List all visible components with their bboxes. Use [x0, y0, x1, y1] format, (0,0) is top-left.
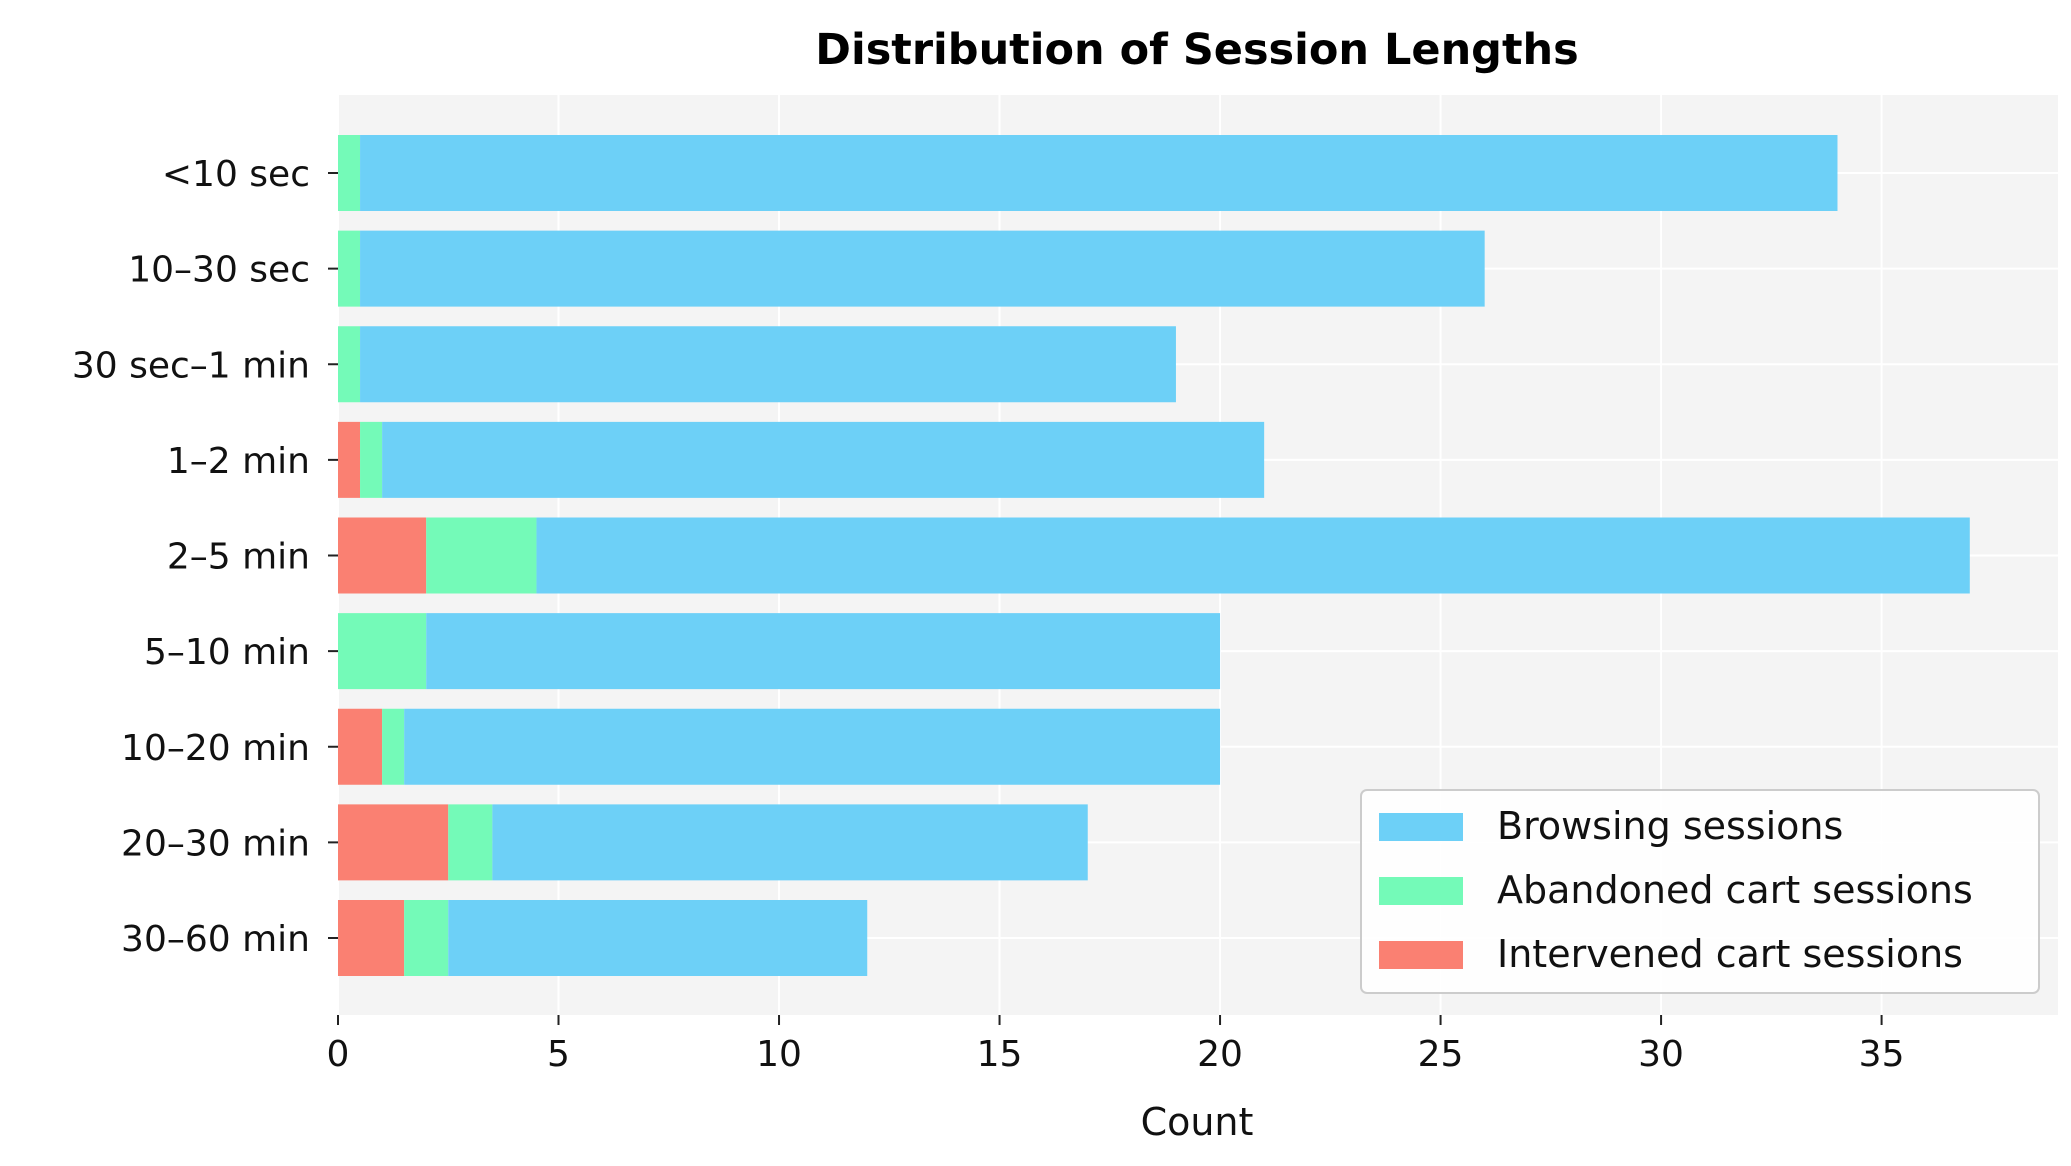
bar-abandoned-cart-sessions-5-10-min: [338, 613, 427, 690]
x-tick-label: 25: [1418, 1034, 1464, 1075]
bar-abandoned-cart-sessions-2-5-min: [426, 517, 537, 594]
bar-browsing-sessions-5-10-min: [426, 613, 1221, 690]
axis-layer: 0 5 10 15 20 25 30 35 <10 sec 10–30 sec 30 sec–1 m…: [72, 154, 1905, 1075]
bar-browsing-sessions-30-60-min: [448, 900, 868, 976]
x-tick-label: 15: [977, 1034, 1023, 1075]
bar-abandoned-cart-sessions-1-2-min: [360, 421, 383, 498]
bar-abandoned-cart-sessions-30-60-min: [404, 900, 449, 976]
bar-intervened-cart-sessions-20-30-min: [338, 804, 449, 881]
x-tick-label: 0: [327, 1034, 350, 1075]
legend-swatch-browsing-sessions: [1379, 813, 1463, 841]
bar-intervened-cart-sessions-1-2-min: [338, 421, 361, 498]
bar-abandoned-cart-sessions-10-sec: [338, 135, 361, 211]
y-tick-label: 2–5 min: [167, 537, 310, 578]
bar-browsing-sessions-10-30-sec: [360, 230, 1485, 307]
chart-title: Distribution of Session Lengths: [815, 25, 1578, 75]
y-tick-label: 5–10 min: [144, 632, 310, 673]
y-tick-label: 10–30 sec: [128, 250, 310, 291]
y-tick-label: 10–20 min: [121, 728, 310, 769]
legend-label-intervened-cart-sessions: Intervened cart sessions: [1497, 932, 1963, 976]
y-tick-label: 30 sec–1 min: [72, 345, 310, 386]
bar-abandoned-cart-sessions-10-30-sec: [338, 230, 361, 307]
legend-swatch-intervened-cart-sessions: [1379, 941, 1463, 969]
x-tick-label: 5: [547, 1034, 570, 1075]
bar-abandoned-cart-sessions-30-sec-1-min: [338, 326, 361, 403]
bar-browsing-sessions-2-5-min: [536, 517, 1970, 594]
x-tick-label: 20: [1197, 1034, 1243, 1075]
y-tick-label: 1–2 min: [167, 441, 310, 482]
bar-browsing-sessions-10-20-min: [404, 708, 1221, 785]
legend-box: [1360, 789, 2040, 994]
bar-intervened-cart-sessions-2-5-min: [338, 517, 427, 594]
legend: Browsing sessions Abandoned cart sessions…: [1360, 789, 2040, 994]
x-tick-label: 30: [1638, 1034, 1684, 1075]
legend-label-abandoned-cart-sessions: Abandoned cart sessions: [1497, 868, 1973, 912]
x-axis-title: Count: [1141, 1100, 1254, 1144]
y-tick-label: 30–60 min: [121, 919, 310, 960]
bar-intervened-cart-sessions-10-20-min: [338, 708, 383, 785]
bar-browsing-sessions-30-sec-1-min: [360, 326, 1176, 403]
bar-abandoned-cart-sessions-20-30-min: [448, 804, 493, 881]
legend-swatch-abandoned-cart-sessions: [1379, 877, 1463, 905]
bar-abandoned-cart-sessions-10-20-min: [382, 708, 405, 785]
y-tick-label: 20–30 min: [121, 823, 310, 864]
legend-label-browsing-sessions: Browsing sessions: [1497, 804, 1843, 848]
x-tick-label: 35: [1859, 1034, 1905, 1075]
x-tick-label: 10: [756, 1034, 802, 1075]
bar-browsing-sessions-20-30-min: [492, 804, 1088, 881]
bar-browsing-sessions-10-sec: [360, 135, 1838, 211]
bar-browsing-sessions-1-2-min: [382, 421, 1265, 498]
y-tick-label: <10 sec: [162, 154, 310, 195]
bar-layer: [338, 135, 1970, 976]
bar-intervened-cart-sessions-30-60-min: [338, 900, 405, 976]
